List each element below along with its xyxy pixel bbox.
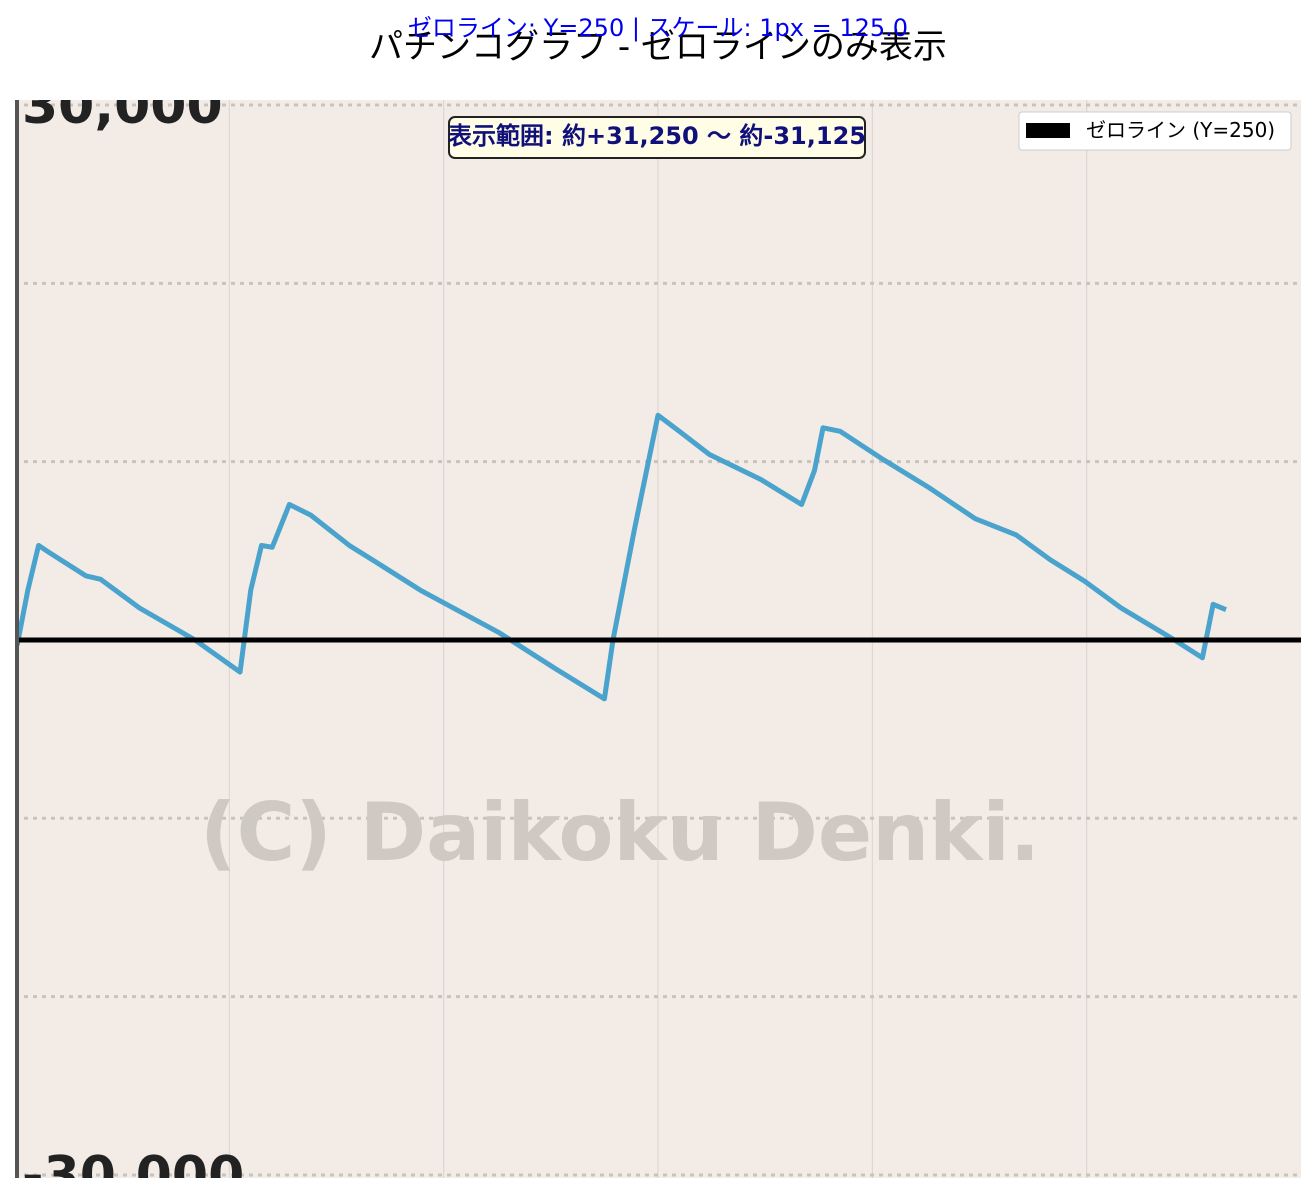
annotation: 表示範囲: 約+31,250 〜 約-31,125: [448, 122, 866, 150]
watermark: (C) Daikoku Denki.: [200, 786, 1040, 879]
legend-swatch: [1026, 123, 1070, 138]
annotation-box: [448, 116, 866, 159]
plot-area: 30,000 -30,000 (C) Daikoku Denki.: [15, 76, 1301, 1194]
image-edge: [15, 100, 19, 1178]
y-tick-label: 30,000: [22, 76, 223, 136]
chart-subtitle: ゼロライン: Y=250 | スケール: 1px = 125.0: [408, 14, 908, 42]
legend-box: [1018, 111, 1292, 151]
y-tick-label: -30,000: [22, 1146, 244, 1194]
legend-label: ゼロライン (Y=250): [1086, 118, 1275, 142]
chart-title: パチンコグラフ - ゼロラインのみ表示: [369, 27, 947, 67]
